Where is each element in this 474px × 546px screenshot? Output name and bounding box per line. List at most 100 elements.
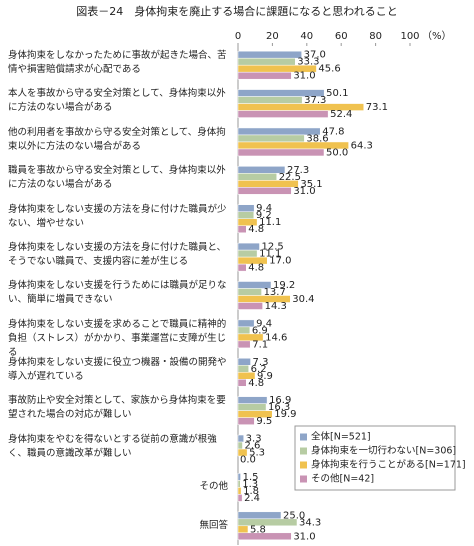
value-label: 14.6	[265, 332, 287, 343]
x-tick-label: 20	[266, 31, 279, 42]
category-label: 身体拘束をしない支援の方法を身に付けた職員と、そうでない職員で、支援内容に差が生…	[8, 241, 227, 267]
legend-box	[294, 425, 456, 491]
bar	[237, 448, 248, 457]
legend-label: 身体拘束を行うことがある[N=171]	[311, 459, 466, 471]
value-label: 64.3	[351, 140, 373, 151]
value-label: 31.0	[293, 531, 315, 542]
bar	[237, 358, 251, 366]
value-label: 13.7	[264, 287, 286, 298]
category-label: 本人を事故から守る安全対策として、身体拘束以外に方法のない場合がある	[8, 88, 226, 114]
bar	[237, 365, 249, 373]
value-label: 37.3	[304, 95, 326, 106]
bar	[237, 511, 282, 520]
category-label: 身体拘束をやむを得ないとする従前の意識が根強く、職員の意識改革が難しい	[8, 433, 217, 459]
value-label: 11.1	[259, 217, 281, 228]
bar	[237, 180, 299, 188]
category-label: 身体拘束をしない支援に役立つ機器・設備の開発や導入が遅れている	[8, 357, 227, 383]
value-label: 27.3	[287, 165, 309, 176]
category-label: 身体拘束をしない支援の方法を身に付けた職員が少ない、増やせない	[8, 203, 227, 229]
bar	[237, 71, 292, 80]
legend-swatch	[300, 447, 307, 455]
chart-title: 図表－24 身体拘束を廃止する場合に課題になると思われること	[76, 4, 397, 18]
bar	[237, 96, 303, 104]
x-tick-label: 0	[235, 31, 241, 42]
bar	[237, 494, 243, 502]
value-label: 9.5	[256, 416, 272, 427]
legend-label: 全体[N=521]	[311, 431, 371, 443]
bar	[237, 532, 292, 541]
value-label: 9.2	[256, 210, 272, 221]
value-label: 5.8	[250, 524, 266, 535]
bar	[237, 396, 268, 404]
value-label: 50.1	[326, 88, 348, 99]
bar	[237, 403, 267, 411]
category-label: その他	[199, 481, 228, 493]
value-label: 37.0	[304, 50, 326, 61]
value-label: 17.0	[269, 256, 291, 267]
legend-swatch	[300, 475, 307, 483]
bar	[237, 333, 264, 342]
bar	[237, 326, 251, 335]
value-label: 45.6	[318, 64, 340, 75]
bar	[237, 57, 296, 66]
bar	[237, 295, 291, 303]
value-label: 4.8	[248, 224, 264, 235]
bar	[237, 187, 292, 195]
value-label: 7.1	[252, 339, 268, 350]
x-tick-label: 100	[400, 31, 419, 42]
value-label: 33.3	[297, 57, 319, 68]
legend-swatch	[300, 461, 307, 469]
value-label: 6.2	[251, 364, 267, 375]
value-label: 5.3	[249, 448, 265, 459]
value-label: 73.1	[366, 102, 388, 113]
bar	[237, 480, 241, 488]
bar	[237, 204, 255, 212]
category-label: 事故防止や安全対策として、家族から身体拘束を要望された場合の対応が難しい	[8, 395, 226, 421]
x-tick-label: 40	[300, 31, 313, 42]
bar	[237, 211, 255, 219]
bar	[237, 417, 255, 425]
bar	[237, 410, 273, 418]
value-label: 9.4	[256, 203, 272, 214]
value-label: 19.9	[274, 409, 296, 420]
value-label: 16.9	[269, 395, 291, 406]
value-label: 14.3	[265, 301, 287, 312]
value-label: 47.8	[322, 126, 344, 137]
value-label: 1.5	[243, 472, 259, 483]
bar	[237, 525, 249, 534]
x-unit: （%）	[422, 30, 452, 42]
value-label: 2.4	[244, 493, 260, 504]
bar	[237, 473, 241, 481]
bar	[237, 372, 256, 380]
value-label: 38.6	[306, 133, 328, 144]
value-label: 9.4	[256, 318, 272, 329]
x-tick-label: 60	[335, 31, 348, 42]
value-label: 1.3	[242, 479, 258, 490]
category-label: 身体拘束をしない支援を求めることで職員に精神的負担（ストレス）がかかり、事業運営…	[8, 318, 227, 358]
value-label: 11.1	[259, 249, 281, 260]
bar	[237, 242, 260, 251]
category-label: 身体拘束をしない支援を行うためには職員が足りない、簡単に増員できない	[8, 280, 227, 306]
bar	[237, 256, 268, 265]
value-label: 2.6	[244, 441, 260, 452]
category-label: 職員を事故から守る安全対策として、身体拘束以外に方法のない場合がある	[8, 165, 226, 191]
value-label: 50.0	[326, 147, 348, 158]
bar	[237, 379, 247, 387]
bar	[237, 249, 258, 258]
value-label: 31.0	[293, 186, 315, 197]
bar	[237, 225, 247, 233]
category-label: 無回答	[199, 519, 228, 531]
value-label: 22.5	[279, 172, 301, 183]
value-label: 31.0	[293, 71, 315, 82]
value-label: 7.3	[253, 357, 269, 368]
bar	[237, 134, 305, 143]
value-label: 34.3	[299, 517, 321, 528]
value-label: 4.8	[248, 378, 264, 389]
bar	[237, 173, 277, 181]
value-label: 1.8	[243, 486, 259, 497]
bar	[237, 110, 329, 118]
bar	[237, 50, 302, 59]
value-label: 52.4	[330, 109, 352, 120]
